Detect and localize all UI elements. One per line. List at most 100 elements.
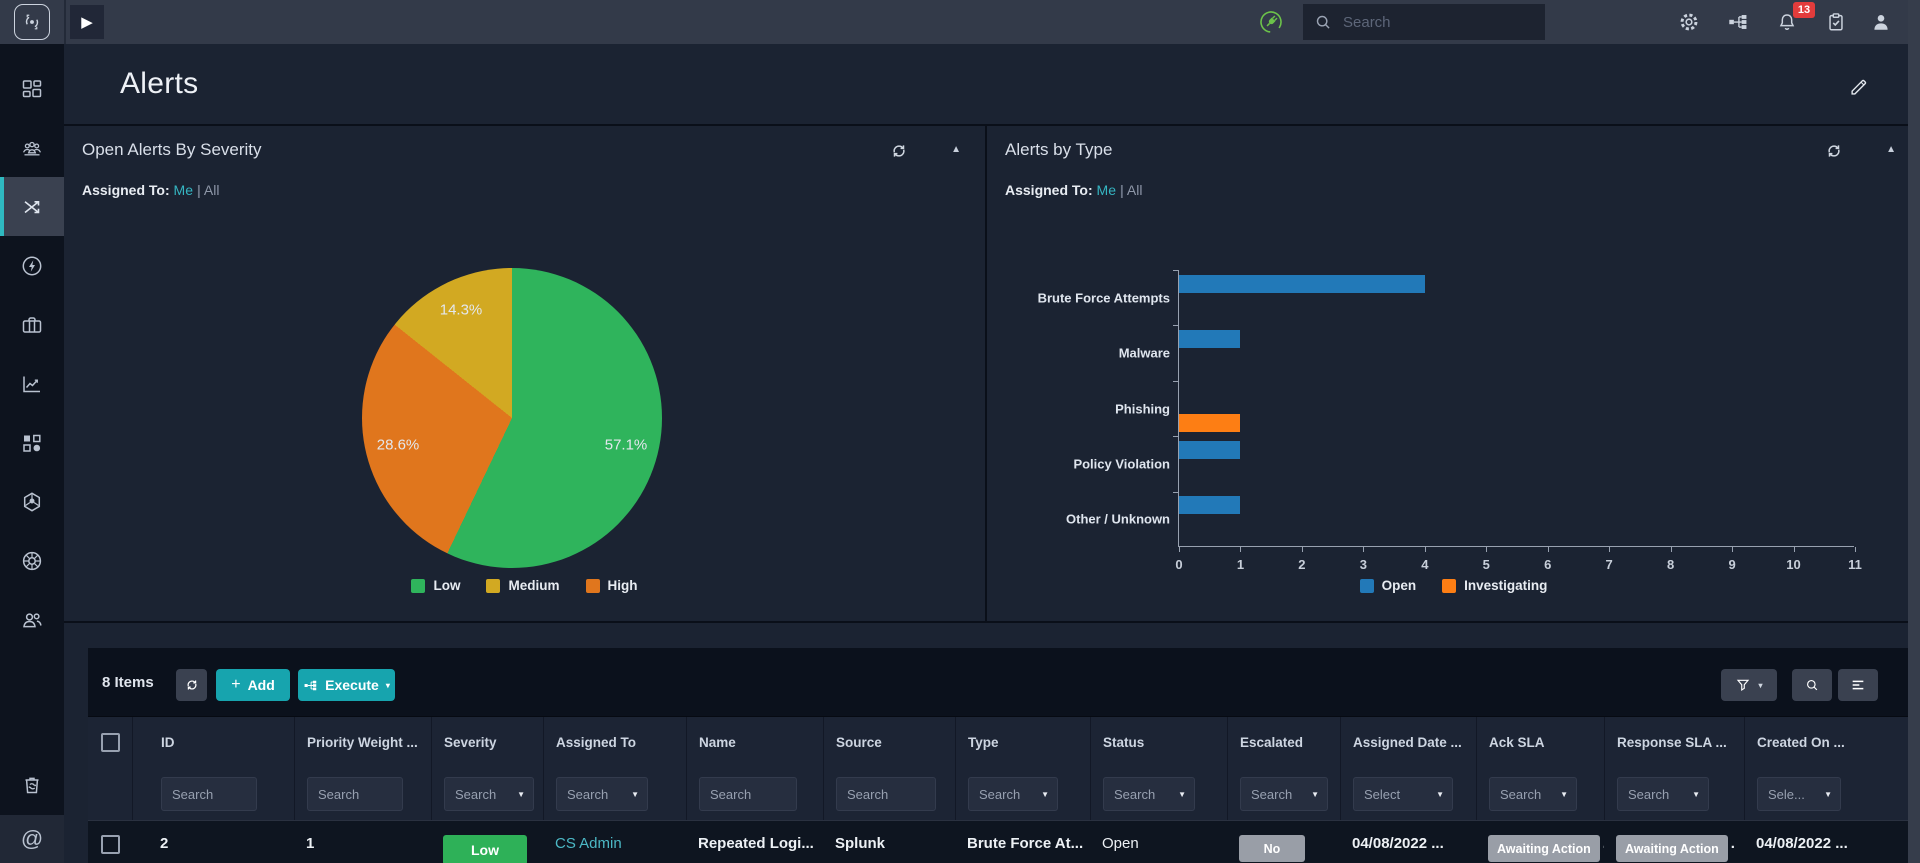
settings-gear-icon[interactable] bbox=[1678, 11, 1700, 33]
column-filter[interactable]: Search ▼ bbox=[556, 777, 648, 811]
sidebar-item-integrations[interactable] bbox=[0, 472, 64, 531]
execute-button[interactable]: Execute ▾ bbox=[298, 669, 395, 701]
sidebar-item-record-swap[interactable] bbox=[0, 177, 64, 236]
column-header-priority-weight----[interactable]: Priority Weight ... bbox=[294, 717, 431, 768]
legend-item-medium[interactable]: Medium bbox=[486, 578, 560, 593]
column-header-id[interactable]: ID bbox=[132, 717, 294, 768]
x-axis-tick-label: 0 bbox=[1175, 557, 1183, 572]
filter-button[interactable]: ▾ bbox=[1721, 669, 1777, 701]
x-axis-tick bbox=[1240, 547, 1242, 552]
sidebar-item-apps[interactable] bbox=[0, 413, 64, 472]
column-filter[interactable]: Search bbox=[307, 777, 403, 811]
column-filter[interactable]: Search bbox=[836, 777, 936, 811]
cell-text: Open bbox=[1102, 835, 1139, 852]
x-axis-tick bbox=[1855, 547, 1856, 552]
row-cell: Repeated Logi... bbox=[686, 821, 823, 863]
legend-item-open[interactable]: Open bbox=[1359, 578, 1417, 593]
connection-status-icon[interactable] bbox=[1259, 10, 1283, 34]
filter-cell: Search ▼ bbox=[1604, 768, 1744, 820]
column-header-source[interactable]: Source bbox=[823, 717, 955, 768]
edit-page-button[interactable] bbox=[1848, 76, 1870, 98]
column-filter[interactable]: Search bbox=[161, 777, 257, 811]
column-header-name[interactable]: Name bbox=[686, 717, 823, 768]
sidebar-item-flash[interactable] bbox=[0, 236, 64, 295]
notifications-bell-icon[interactable] bbox=[1776, 11, 1798, 33]
column-filter[interactable]: Search bbox=[699, 777, 797, 811]
record-link[interactable]: CS Admin bbox=[555, 835, 622, 852]
filter-placeholder: Search bbox=[1114, 786, 1156, 802]
select-all-checkbox[interactable] bbox=[100, 733, 120, 752]
chevron-down-icon: ▼ bbox=[1178, 789, 1186, 799]
user-profile-icon[interactable] bbox=[1870, 11, 1892, 33]
row-checkbox[interactable] bbox=[100, 835, 120, 854]
sidebar-item-recycle-bin[interactable] bbox=[0, 755, 64, 814]
bar-category-labels: Brute Force Attempts Malware Phishing Polic… bbox=[987, 270, 1170, 547]
column-filter[interactable]: Select ▼ bbox=[1353, 777, 1453, 811]
assigned-all-link[interactable]: All bbox=[1126, 182, 1143, 198]
sidebar-item-briefcase[interactable] bbox=[0, 295, 64, 354]
column-filter[interactable]: Search ▼ bbox=[444, 777, 534, 811]
refresh-icon[interactable] bbox=[1824, 141, 1844, 161]
chevron-down-icon: ▼ bbox=[1560, 789, 1568, 799]
search-input[interactable] bbox=[1343, 13, 1523, 31]
table-row[interactable]: 2 1 Low CS Admin Repeated Logi... Splunk Brute… bbox=[88, 820, 1908, 863]
sidebar-item-groups[interactable] bbox=[0, 118, 64, 177]
column-filter[interactable]: Search ▼ bbox=[1489, 777, 1577, 811]
tasks-clipboard-icon[interactable] bbox=[1825, 11, 1847, 33]
x-axis-tick bbox=[1670, 547, 1672, 552]
column-header-created-on----[interactable]: Created On ... bbox=[1744, 717, 1908, 768]
column-header-ack-sla[interactable]: Ack SLA bbox=[1476, 717, 1604, 768]
column-header-status[interactable]: Status bbox=[1090, 717, 1227, 768]
refresh-icon[interactable] bbox=[889, 141, 909, 161]
x-axis-tick-label: 11 bbox=[1848, 557, 1862, 572]
bar-open-0 bbox=[1179, 274, 1425, 293]
table-refresh-button[interactable] bbox=[176, 669, 207, 701]
legend-item-high[interactable]: High bbox=[585, 578, 638, 593]
x-axis-tick bbox=[1609, 547, 1611, 552]
bar-open-1 bbox=[1179, 330, 1241, 349]
sidebar-expand-button[interactable]: ▶ bbox=[70, 5, 104, 39]
add-button[interactable]: + Add bbox=[216, 669, 290, 701]
column-filter[interactable]: Search ▼ bbox=[1240, 777, 1328, 811]
legend-item-investigating[interactable]: Investigating bbox=[1442, 578, 1547, 593]
sidebar-item-users[interactable] bbox=[0, 590, 64, 649]
legend-item-low[interactable]: Low bbox=[411, 578, 460, 593]
collapse-icon[interactable]: ▲ bbox=[951, 144, 961, 155]
sidebar-item-mentions[interactable]: @ bbox=[0, 815, 64, 863]
column-filter[interactable]: Sele... ▼ bbox=[1757, 777, 1841, 811]
cell-text: Brute Force At... bbox=[967, 835, 1084, 852]
legend-label: Open bbox=[1381, 578, 1417, 593]
bar-investigating-2 bbox=[1179, 413, 1241, 432]
global-search[interactable] bbox=[1303, 4, 1545, 40]
x-axis-tick bbox=[1486, 547, 1488, 552]
workflow-icon bbox=[303, 678, 318, 693]
column-header-type[interactable]: Type bbox=[955, 717, 1090, 768]
plus-icon: + bbox=[231, 676, 241, 693]
column-header-severity[interactable]: Severity bbox=[431, 717, 543, 768]
row-cell: CS Admin bbox=[543, 821, 686, 863]
refresh-glyph bbox=[1824, 141, 1844, 161]
page-scrollbar[interactable] bbox=[1908, 0, 1920, 863]
sidebar-item-dashboard[interactable] bbox=[0, 59, 64, 118]
app-logo-icon[interactable] bbox=[14, 4, 50, 40]
assigned-all-link[interactable]: All bbox=[203, 182, 220, 198]
bar-category-label: Brute Force Attempts bbox=[1037, 290, 1170, 306]
column-header-assigned-to[interactable]: Assigned To bbox=[543, 717, 686, 768]
x-axis-tick bbox=[1363, 547, 1365, 552]
assigned-me-link[interactable]: Me bbox=[173, 182, 193, 198]
plug-icon bbox=[1259, 10, 1283, 34]
table-menu-button[interactable] bbox=[1838, 669, 1878, 701]
assigned-me-link[interactable]: Me bbox=[1096, 182, 1116, 198]
column-header-response-sla----[interactable]: Response SLA ... bbox=[1604, 717, 1744, 768]
column-header-escalated[interactable]: Escalated bbox=[1227, 717, 1340, 768]
table-search-button[interactable] bbox=[1792, 669, 1832, 701]
column-filter[interactable]: Search ▼ bbox=[968, 777, 1058, 811]
collapse-icon[interactable]: ▲ bbox=[1886, 144, 1896, 155]
sidebar-item-global[interactable] bbox=[0, 531, 64, 590]
column-filter[interactable]: Search ▼ bbox=[1617, 777, 1709, 811]
column-header-assigned-date----[interactable]: Assigned Date ... bbox=[1340, 717, 1476, 768]
sidebar-item-reports[interactable] bbox=[0, 354, 64, 413]
sitemap-icon[interactable] bbox=[1727, 11, 1749, 33]
pencil-icon bbox=[1848, 76, 1870, 98]
column-filter[interactable]: Search ▼ bbox=[1103, 777, 1195, 811]
